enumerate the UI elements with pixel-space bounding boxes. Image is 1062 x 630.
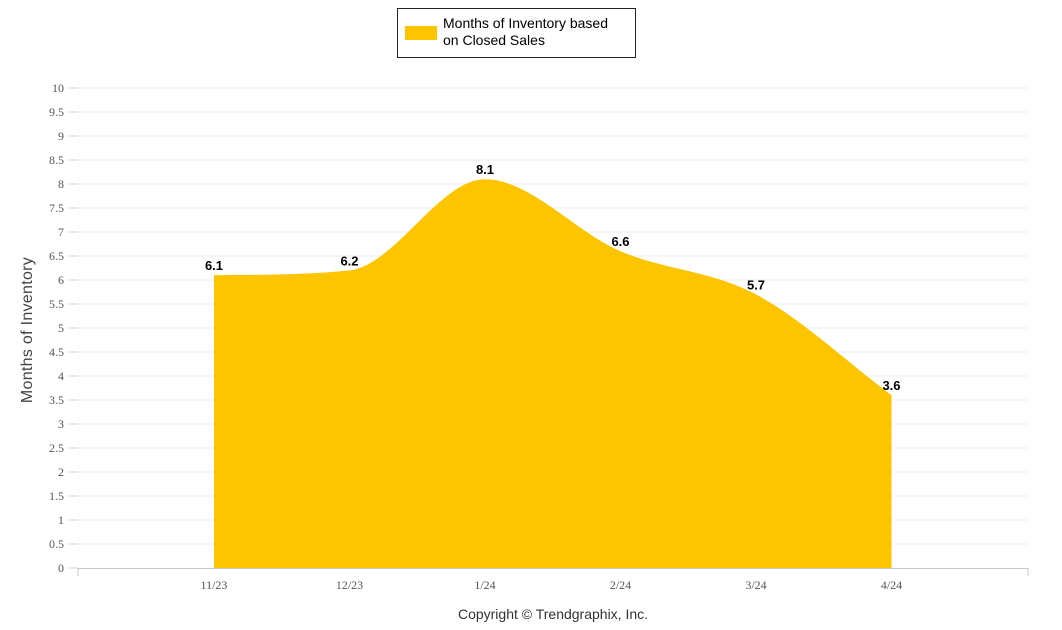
y-tick-label: 5 <box>58 321 64 335</box>
series-area-fill[interactable] <box>214 179 892 568</box>
y-tick-label: 6 <box>58 273 64 287</box>
x-tick-label: 1/24 <box>474 578 495 592</box>
y-axis-ticks: 0 0.5 1 1.5 2 2.5 3 3.5 4 4.5 5 5.5 6 6.5 7 7.5 8 8.5 9 9.5… <box>49 81 78 575</box>
x-tick-label: 12/23 <box>336 578 363 592</box>
y-tick-label: 0 <box>58 561 64 575</box>
y-tick-label: 3 <box>58 417 64 431</box>
y-tick-label: 8 <box>58 177 64 191</box>
y-tick-label: 3.5 <box>49 393 64 407</box>
y-tick-label: 10 <box>52 81 64 95</box>
copyright-credit: Copyright © Trendgraphix, Inc. <box>458 606 648 622</box>
y-tick-label: 6.5 <box>49 249 64 263</box>
y-tick-label: 8.5 <box>49 153 64 167</box>
y-tick-label: 7 <box>58 225 64 239</box>
y-tick-label: 4.5 <box>49 345 64 359</box>
data-label: 5.7 <box>747 277 765 292</box>
data-label: 3.6 <box>882 378 900 393</box>
y-tick-label: 0.5 <box>49 537 64 551</box>
y-tick-label: 2.5 <box>49 441 64 455</box>
series-area <box>214 179 892 568</box>
data-labels: 6.1 6.2 8.1 6.6 5.7 3.6 <box>205 162 901 393</box>
y-tick-label: 5.5 <box>49 297 64 311</box>
x-tick-label: 4/24 <box>881 578 902 592</box>
x-axis-ticks: 11/23 12/23 1/24 2/24 3/24 4/24 <box>201 578 903 592</box>
y-tick-label: 1 <box>58 513 64 527</box>
data-label: 6.2 <box>340 253 358 268</box>
x-axis <box>77 568 1029 576</box>
data-label: 8.1 <box>476 162 494 177</box>
y-tick-label: 9.5 <box>49 105 64 119</box>
legend-swatch <box>405 26 437 40</box>
y-tick-label: 9 <box>58 129 64 143</box>
x-tick-label: 2/24 <box>610 578 631 592</box>
y-tick-label: 2 <box>58 465 64 479</box>
legend[interactable]: Months of Inventory based on Closed Sale… <box>397 8 636 58</box>
legend-box <box>397 8 636 58</box>
y-tick-label: 4 <box>58 369 64 383</box>
data-label: 6.6 <box>611 234 629 249</box>
legend-label-line-1: Months of Inventory based <box>443 15 608 31</box>
data-label: 6.1 <box>205 258 223 273</box>
y-tick-label: 1.5 <box>49 489 64 503</box>
legend-label-line-2: on Closed Sales <box>443 32 545 48</box>
y-tick-label: 7.5 <box>49 201 64 215</box>
y-axis-title: Months of Inventory <box>19 257 36 403</box>
x-tick-label: 3/24 <box>745 578 766 592</box>
x-tick-label: 11/23 <box>201 578 228 592</box>
